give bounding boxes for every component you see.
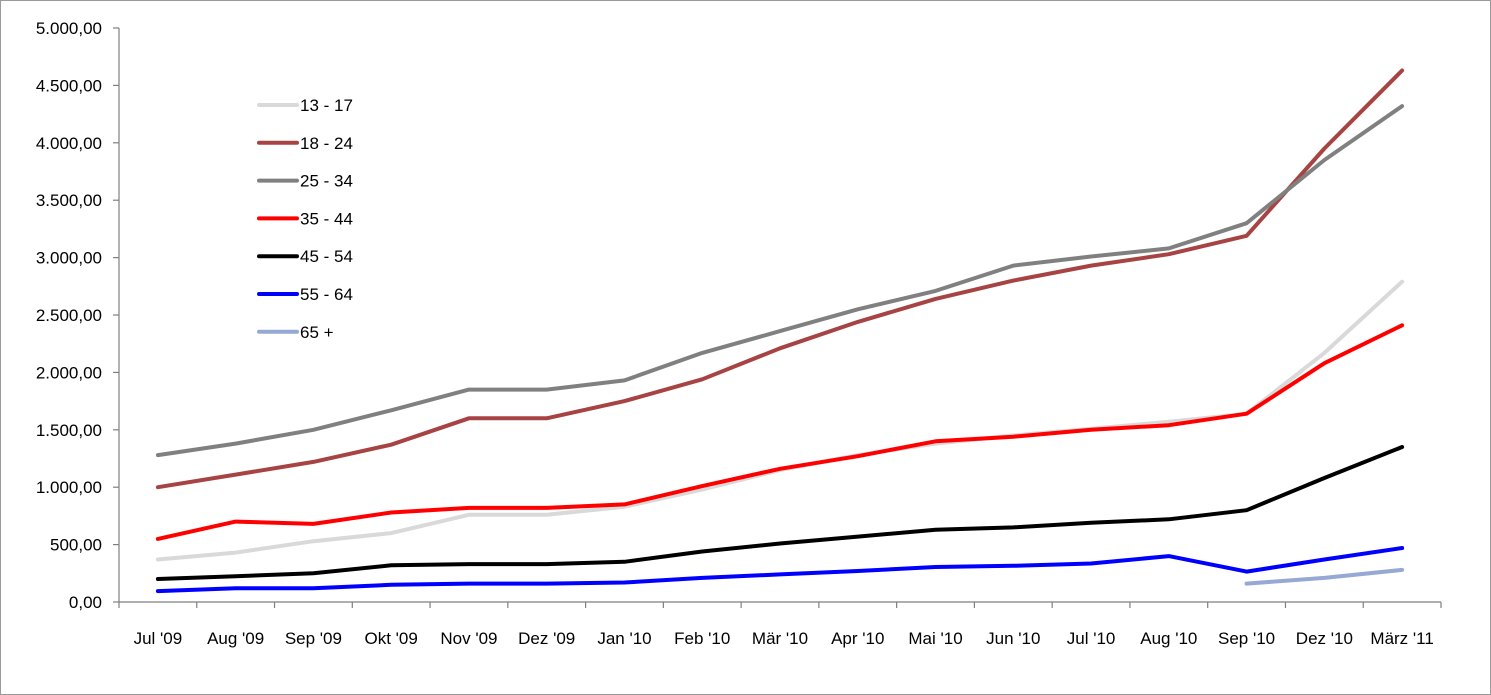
x-tick-label: Feb '10	[674, 629, 730, 648]
y-tick-label: 1.000,00	[36, 478, 102, 497]
legend-label: 18 - 24	[300, 134, 353, 153]
y-tick-label: 3.500,00	[36, 191, 102, 210]
series-lines	[155, 68, 1405, 594]
x-tick-label: Mai '10	[908, 629, 962, 648]
series-line-65	[1244, 567, 1405, 586]
y-tick-label: 500,00	[50, 536, 102, 555]
series-line-55-64	[155, 546, 1405, 594]
y-tick-label: 3.000,00	[36, 249, 102, 268]
legend-label: 35 - 44	[300, 209, 353, 228]
x-tick-label: März '11	[1370, 629, 1433, 648]
series-line-25-34	[155, 104, 1405, 458]
x-tick-label: Mär '10	[752, 629, 808, 648]
y-tick-label: 0,00	[69, 593, 102, 612]
series-line-45-54	[155, 445, 1405, 581]
legend-label: 55 - 64	[300, 285, 353, 304]
x-tick-label: Dez '09	[518, 629, 575, 648]
x-tick-label: Sep '09	[285, 629, 342, 648]
legend-label: 45 - 54	[300, 247, 353, 266]
y-tick-label: 5.000,00	[36, 19, 102, 38]
x-tick-label: Aug '10	[1140, 629, 1197, 648]
x-tick-label: Okt '09	[365, 629, 418, 648]
series-line-18-24	[155, 68, 1405, 490]
x-tick-label: Jun '10	[986, 629, 1040, 648]
legend-label: 25 - 34	[300, 172, 353, 191]
x-tick-label: Apr '10	[831, 629, 884, 648]
x-tick-label: Jul '09	[134, 629, 183, 648]
x-tick-label: Jul '10	[1067, 629, 1116, 648]
y-tick-label: 4.000,00	[36, 134, 102, 153]
y-tick-label: 4.500,00	[36, 76, 102, 95]
legend-label: 13 - 17	[300, 96, 353, 115]
x-tick-label: Nov '09	[440, 629, 497, 648]
y-tick-label: 2.500,00	[36, 306, 102, 325]
legend-label: 65 +	[300, 323, 334, 342]
series-line-35-44	[155, 323, 1405, 541]
x-tick-label: Jan '10	[597, 629, 651, 648]
axes: 0,00 500,00 1.000,00 1.500,00 2.000,00 2.500,…	[36, 19, 1442, 648]
x-tick-label: Dez '10	[1296, 629, 1353, 648]
x-tick-label: Aug '09	[207, 629, 264, 648]
y-tick-label: 1.500,00	[36, 421, 102, 440]
y-tick-label: 2.000,00	[36, 363, 102, 382]
x-tick-label: Sep '10	[1218, 629, 1275, 648]
legend: 13 - 17 18 - 24 25 - 34 35 - 44 45 - 54 55 - …	[257, 96, 353, 342]
